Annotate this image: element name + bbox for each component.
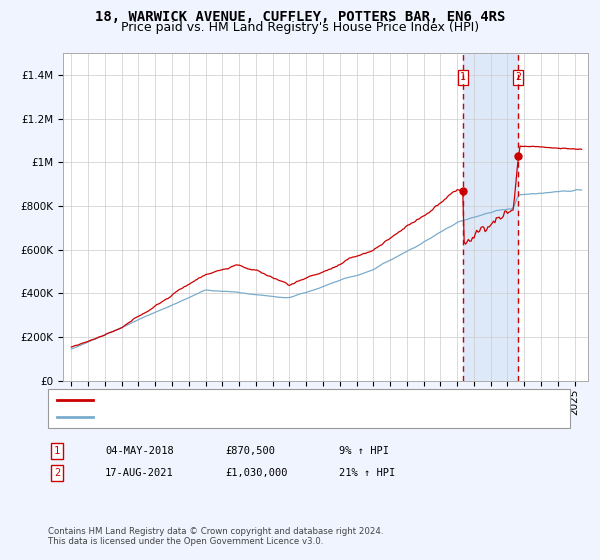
Text: 2: 2 bbox=[54, 468, 60, 478]
Bar bbox=[463, 53, 518, 381]
Text: 17-AUG-2021: 17-AUG-2021 bbox=[105, 468, 174, 478]
Text: 2: 2 bbox=[515, 72, 521, 82]
Text: 9% ↑ HPI: 9% ↑ HPI bbox=[339, 446, 389, 456]
Text: 1: 1 bbox=[460, 72, 466, 82]
Text: Price paid vs. HM Land Registry's House Price Index (HPI): Price paid vs. HM Land Registry's House … bbox=[121, 21, 479, 34]
Text: £1,030,000: £1,030,000 bbox=[225, 468, 287, 478]
Text: £870,500: £870,500 bbox=[225, 446, 275, 456]
Text: 1: 1 bbox=[54, 446, 60, 456]
Text: 21% ↑ HPI: 21% ↑ HPI bbox=[339, 468, 395, 478]
Text: 18, WARWICK AVENUE, CUFFLEY, POTTERS BAR, EN6 4RS: 18, WARWICK AVENUE, CUFFLEY, POTTERS BAR… bbox=[95, 10, 505, 24]
Text: 04-MAY-2018: 04-MAY-2018 bbox=[105, 446, 174, 456]
Text: Contains HM Land Registry data © Crown copyright and database right 2024.
This d: Contains HM Land Registry data © Crown c… bbox=[48, 526, 383, 546]
Text: 18, WARWICK AVENUE, CUFFLEY, POTTERS BAR,  EN6 4RS (detached house): 18, WARWICK AVENUE, CUFFLEY, POTTERS BAR… bbox=[99, 395, 518, 405]
Text: HPI: Average price, detached house, Welwyn Hatfield: HPI: Average price, detached house, Welw… bbox=[99, 412, 418, 422]
